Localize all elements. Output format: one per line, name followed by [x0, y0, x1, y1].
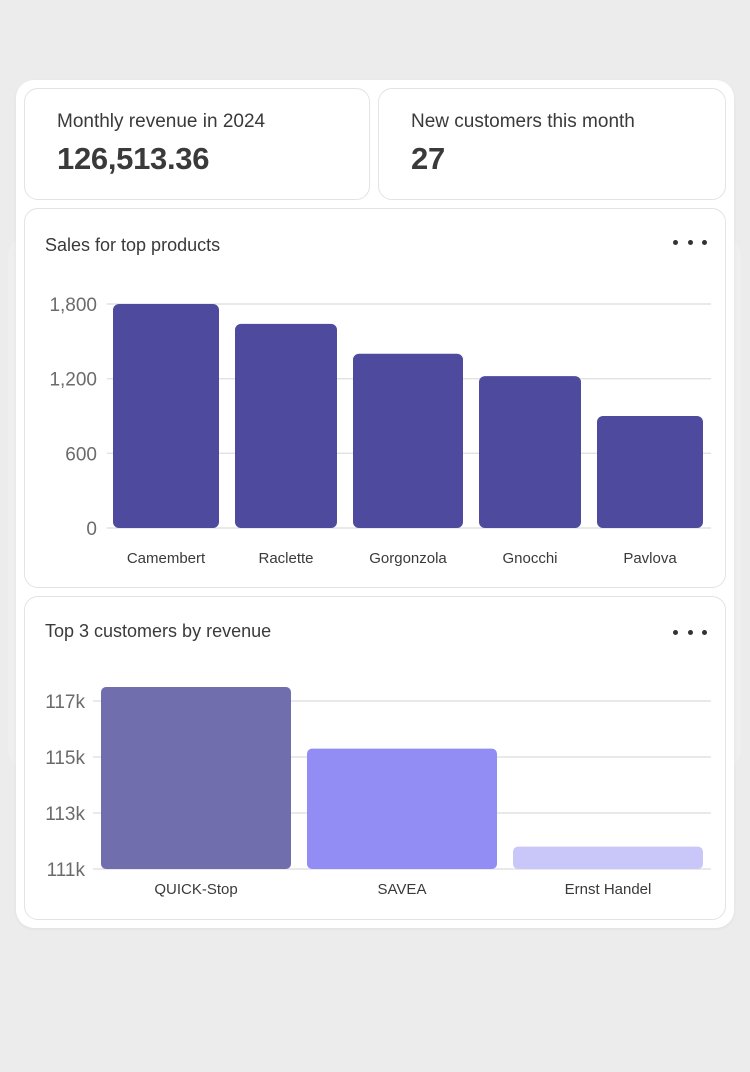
bar-customer[interactable] — [307, 748, 497, 869]
x-category-label: QUICK-Stop — [154, 881, 237, 898]
x-category-label: Gorgonzola — [369, 550, 447, 567]
chart-title-top-customers: Top 3 customers by revenue — [45, 621, 272, 641]
kpi-customers-value: 27 — [411, 141, 445, 176]
bar-product[interactable] — [597, 416, 703, 528]
kpi-revenue-label: Monthly revenue in 2024 — [57, 111, 266, 132]
bar-product[interactable] — [479, 376, 581, 528]
more-horizontal-icon — [673, 239, 678, 245]
kpi-customers-label: New customers this month — [411, 111, 635, 132]
x-category-label: Pavlova — [623, 550, 677, 567]
y-tick-label: 0 — [86, 519, 97, 540]
y-tick-label: 1,800 — [49, 295, 97, 316]
x-category-label: Gnocchi — [502, 550, 557, 567]
chart-card-top-products: Sales for top products 0 600 1,200 1,800 Cam… — [24, 208, 726, 588]
y-tick-label: 111k — [47, 860, 86, 881]
chart-card-top-customers: Top 3 customers by revenue 111k 113k 115k 1… — [24, 596, 726, 920]
bar-customer[interactable] — [101, 687, 291, 869]
x-category-label: Ernst Handel — [565, 881, 652, 898]
x-category-label: Camembert — [127, 550, 206, 567]
bar-chart-top-products: 0 600 1,200 1,800 Camembert Raclette Gorgonzol… — [49, 295, 711, 567]
bar-product[interactable] — [113, 304, 219, 528]
bar-product[interactable] — [353, 353, 463, 528]
y-tick-label: 115k — [45, 748, 85, 769]
bar-chart-top-customers: 111k 113k 115k 117k QUICK-Stop SAVEA Ernst Han… — [45, 687, 711, 898]
bar-product[interactable] — [235, 323, 337, 528]
x-category-label: Raclette — [258, 550, 313, 567]
chart-title-top-products: Sales for top products — [45, 235, 221, 255]
y-tick-label: 1,200 — [49, 370, 97, 391]
y-tick-label: 113k — [45, 804, 85, 825]
bar-customer[interactable] — [513, 846, 703, 869]
y-tick-label: 117k — [45, 692, 85, 713]
more-horizontal-icon — [673, 629, 678, 635]
more-options-button[interactable] — [673, 621, 707, 643]
kpi-card-revenue: Monthly revenue in 2024 126,513.36 — [24, 88, 370, 200]
x-category-label: SAVEA — [378, 881, 427, 898]
dashboard: Monthly revenue in 2024 126,513.36 New c… — [16, 80, 734, 928]
kpi-revenue-value: 126,513.36 — [57, 141, 210, 176]
kpi-card-new-customers: New customers this month 27 — [378, 88, 726, 200]
y-tick-label: 600 — [65, 444, 97, 465]
more-options-button[interactable] — [673, 231, 707, 253]
